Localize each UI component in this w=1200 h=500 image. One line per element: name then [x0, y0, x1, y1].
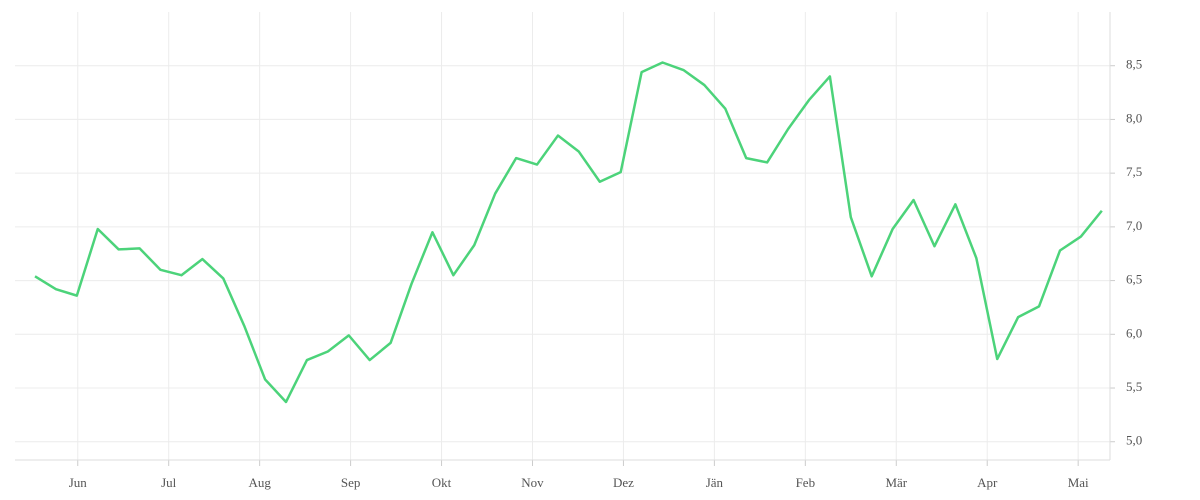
- y-tick-label: 7,5: [1126, 164, 1142, 179]
- x-tick-label: Jän: [706, 475, 724, 490]
- x-tick-label: Jun: [69, 475, 88, 490]
- x-tick-label: Jul: [161, 475, 177, 490]
- line-series: [34, 61, 1103, 404]
- x-tick-label: Mai: [1068, 475, 1089, 490]
- x-tick-label: Mär: [885, 475, 907, 490]
- x-tick-label: Nov: [521, 475, 544, 490]
- y-tick-label: 6,5: [1126, 272, 1142, 287]
- y-tick-label: 6,0: [1126, 325, 1142, 340]
- x-tick-label: Dez: [613, 475, 634, 490]
- y-tick-label: 7,0: [1126, 218, 1142, 233]
- x-tick-label: Sep: [341, 475, 361, 490]
- y-tick-label: 8,0: [1126, 110, 1142, 125]
- x-tick-label: Apr: [977, 475, 998, 490]
- x-tick-label: Aug: [248, 475, 271, 490]
- y-tick-label: 5,0: [1126, 433, 1142, 448]
- x-tick-label: Feb: [796, 475, 816, 490]
- y-tick-label: 5,5: [1126, 379, 1142, 394]
- y-tick-label: 8,5: [1126, 57, 1142, 72]
- x-tick-label: Okt: [432, 475, 452, 490]
